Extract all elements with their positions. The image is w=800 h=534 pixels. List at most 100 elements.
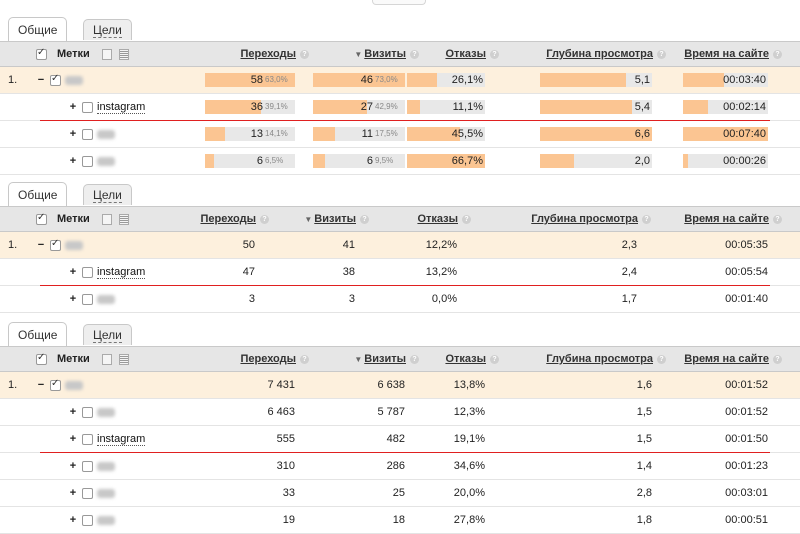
header-transitions-link[interactable]: Переходы <box>240 48 296 60</box>
table-row[interactable]: +13 14,1% 11 17,5% 45,5% 6,6 00:07:40 <box>0 121 800 148</box>
table-row[interactable]: 1. − 7 431 6 638 13,8% 1,6 00:01:52 <box>0 372 800 399</box>
table-row[interactable]: +310 286 34,6% 1,4 00:01:23 <box>0 453 800 480</box>
select-all-checkbox[interactable] <box>36 352 47 365</box>
row-checkbox[interactable] <box>82 293 93 305</box>
help-icon[interactable]: ? <box>773 354 782 364</box>
blurred-label <box>65 240 83 250</box>
row-checkbox[interactable] <box>82 433 93 445</box>
row-checkbox[interactable] <box>82 266 93 278</box>
tag-icon[interactable] <box>101 353 112 365</box>
header-depth-link[interactable]: Глубина просмотра <box>546 353 653 365</box>
visits-bar <box>313 154 405 168</box>
top-handle[interactable] <box>372 0 426 5</box>
header-depth-link[interactable]: Глубина просмотра <box>546 48 653 60</box>
time-value: 00:01:40 <box>725 293 768 305</box>
expand-toggle[interactable]: + <box>69 460 77 472</box>
tab-goals[interactable]: Цели <box>83 324 132 345</box>
header-visits-link[interactable]: Визиты <box>364 48 406 60</box>
row-checkbox[interactable] <box>50 238 61 251</box>
row-checkbox[interactable] <box>50 73 61 86</box>
expand-toggle[interactable]: + <box>69 101 77 113</box>
header-transitions-link[interactable]: Переходы <box>240 353 296 365</box>
help-icon[interactable]: ? <box>360 214 369 224</box>
row-checkbox[interactable] <box>82 101 93 113</box>
header-time-link[interactable]: Время на сайте <box>684 213 769 225</box>
visits-bar <box>313 73 405 87</box>
list-icon[interactable] <box>118 353 129 365</box>
row-checkbox[interactable] <box>82 406 93 418</box>
list-icon[interactable] <box>118 213 129 225</box>
expand-toggle[interactable]: + <box>69 433 77 445</box>
help-icon[interactable]: ? <box>260 214 269 224</box>
row-checkbox[interactable] <box>50 378 61 391</box>
help-icon[interactable]: ? <box>657 354 666 364</box>
help-icon[interactable]: ? <box>490 354 499 364</box>
table-row[interactable]: 1. − 50 41 12,2% 2,3 00:05:35 <box>0 232 800 259</box>
header-transitions-link[interactable]: Переходы <box>200 213 256 225</box>
expand-toggle[interactable]: + <box>69 406 77 418</box>
help-icon[interactable]: ? <box>773 49 782 59</box>
help-icon[interactable]: ? <box>300 354 309 364</box>
table-row[interactable]: +6 6,5% 6 9,5% 66,7% 2,0 00:00:26 <box>0 148 800 175</box>
time-value: 00:01:23 <box>725 460 768 472</box>
help-icon[interactable]: ? <box>410 49 419 59</box>
header-visits-link[interactable]: Визиты <box>314 213 356 225</box>
tag-icon[interactable] <box>101 213 112 225</box>
header-visits-cell: ▼ Визиты? <box>285 207 369 231</box>
header-time-link[interactable]: Время на сайте <box>684 353 769 365</box>
tab-goals[interactable]: Цели <box>83 19 132 40</box>
help-icon[interactable]: ? <box>462 214 471 224</box>
expand-toggle[interactable]: + <box>69 514 77 526</box>
sort-arrow-icon[interactable]: ▼ <box>354 354 363 364</box>
row-checkbox[interactable] <box>82 487 93 499</box>
time-value: 00:01:50 <box>725 433 768 445</box>
help-icon[interactable]: ? <box>410 354 419 364</box>
help-icon[interactable]: ? <box>490 49 499 59</box>
table-row[interactable]: + instagram 47 38 13,2% 2,4 00:05:54 <box>0 259 800 287</box>
header-bounces-link[interactable]: Отказы <box>445 48 486 60</box>
help-icon[interactable]: ? <box>642 214 651 224</box>
header-bounces-link[interactable]: Отказы <box>445 353 486 365</box>
expand-toggle[interactable]: + <box>69 293 77 305</box>
row-label-link[interactable]: instagram <box>97 265 146 279</box>
transitions-bar-fill <box>205 127 225 141</box>
row-label-link[interactable]: instagram <box>97 432 146 446</box>
help-icon[interactable]: ? <box>773 214 782 224</box>
row-checkbox[interactable] <box>82 128 93 140</box>
expand-toggle[interactable]: + <box>69 266 77 278</box>
sort-arrow-icon[interactable]: ▼ <box>354 49 363 59</box>
header-visits-link[interactable]: Визиты <box>364 353 406 365</box>
list-icon[interactable] <box>118 48 129 60</box>
collapse-toggle[interactable]: − <box>37 239 45 251</box>
row-checkbox[interactable] <box>82 514 93 526</box>
collapse-toggle[interactable]: − <box>37 379 45 391</box>
visits-percent: 9,5% <box>375 156 394 165</box>
select-all-checkbox[interactable] <box>36 212 47 225</box>
header-bounces-link[interactable]: Отказы <box>417 213 458 225</box>
header-depth-link[interactable]: Глубина просмотра <box>531 213 638 225</box>
expand-toggle[interactable]: + <box>69 487 77 499</box>
sort-arrow-icon[interactable]: ▼ <box>304 214 313 224</box>
help-icon[interactable]: ? <box>300 49 309 59</box>
table-row[interactable]: +19 18 27,8% 1,8 00:00:51 <box>0 507 800 534</box>
table-row[interactable]: +33 25 20,0% 2,8 00:03:01 <box>0 480 800 507</box>
tab-general[interactable]: Общие <box>8 17 68 42</box>
tab-general[interactable]: Общие <box>8 322 68 347</box>
table-row[interactable]: + instagram 555 482 19,1% 1,5 00:01:50 <box>0 426 800 454</box>
collapse-toggle[interactable]: − <box>37 74 45 86</box>
tab-general[interactable]: Общие <box>8 182 68 207</box>
row-label-link[interactable]: instagram <box>97 100 146 114</box>
header-time-link[interactable]: Время на сайте <box>684 48 769 60</box>
table-row[interactable]: +6 463 5 787 12,3% 1,5 00:01:52 <box>0 399 800 426</box>
tag-icon[interactable] <box>101 48 112 60</box>
row-checkbox[interactable] <box>82 460 93 472</box>
row-checkbox[interactable] <box>82 155 93 167</box>
help-icon[interactable]: ? <box>657 49 666 59</box>
table-row[interactable]: +3 3 0,0% 1,7 00:01:40 <box>0 286 800 313</box>
tab-goals[interactable]: Цели <box>83 184 132 205</box>
expand-toggle[interactable]: + <box>69 128 77 140</box>
expand-toggle[interactable]: + <box>69 155 77 167</box>
table-row[interactable]: + instagram 36 39,1% 27 42,9% 11,1% 5,4 00:02:14 <box>0 94 800 122</box>
select-all-checkbox[interactable] <box>36 47 47 60</box>
